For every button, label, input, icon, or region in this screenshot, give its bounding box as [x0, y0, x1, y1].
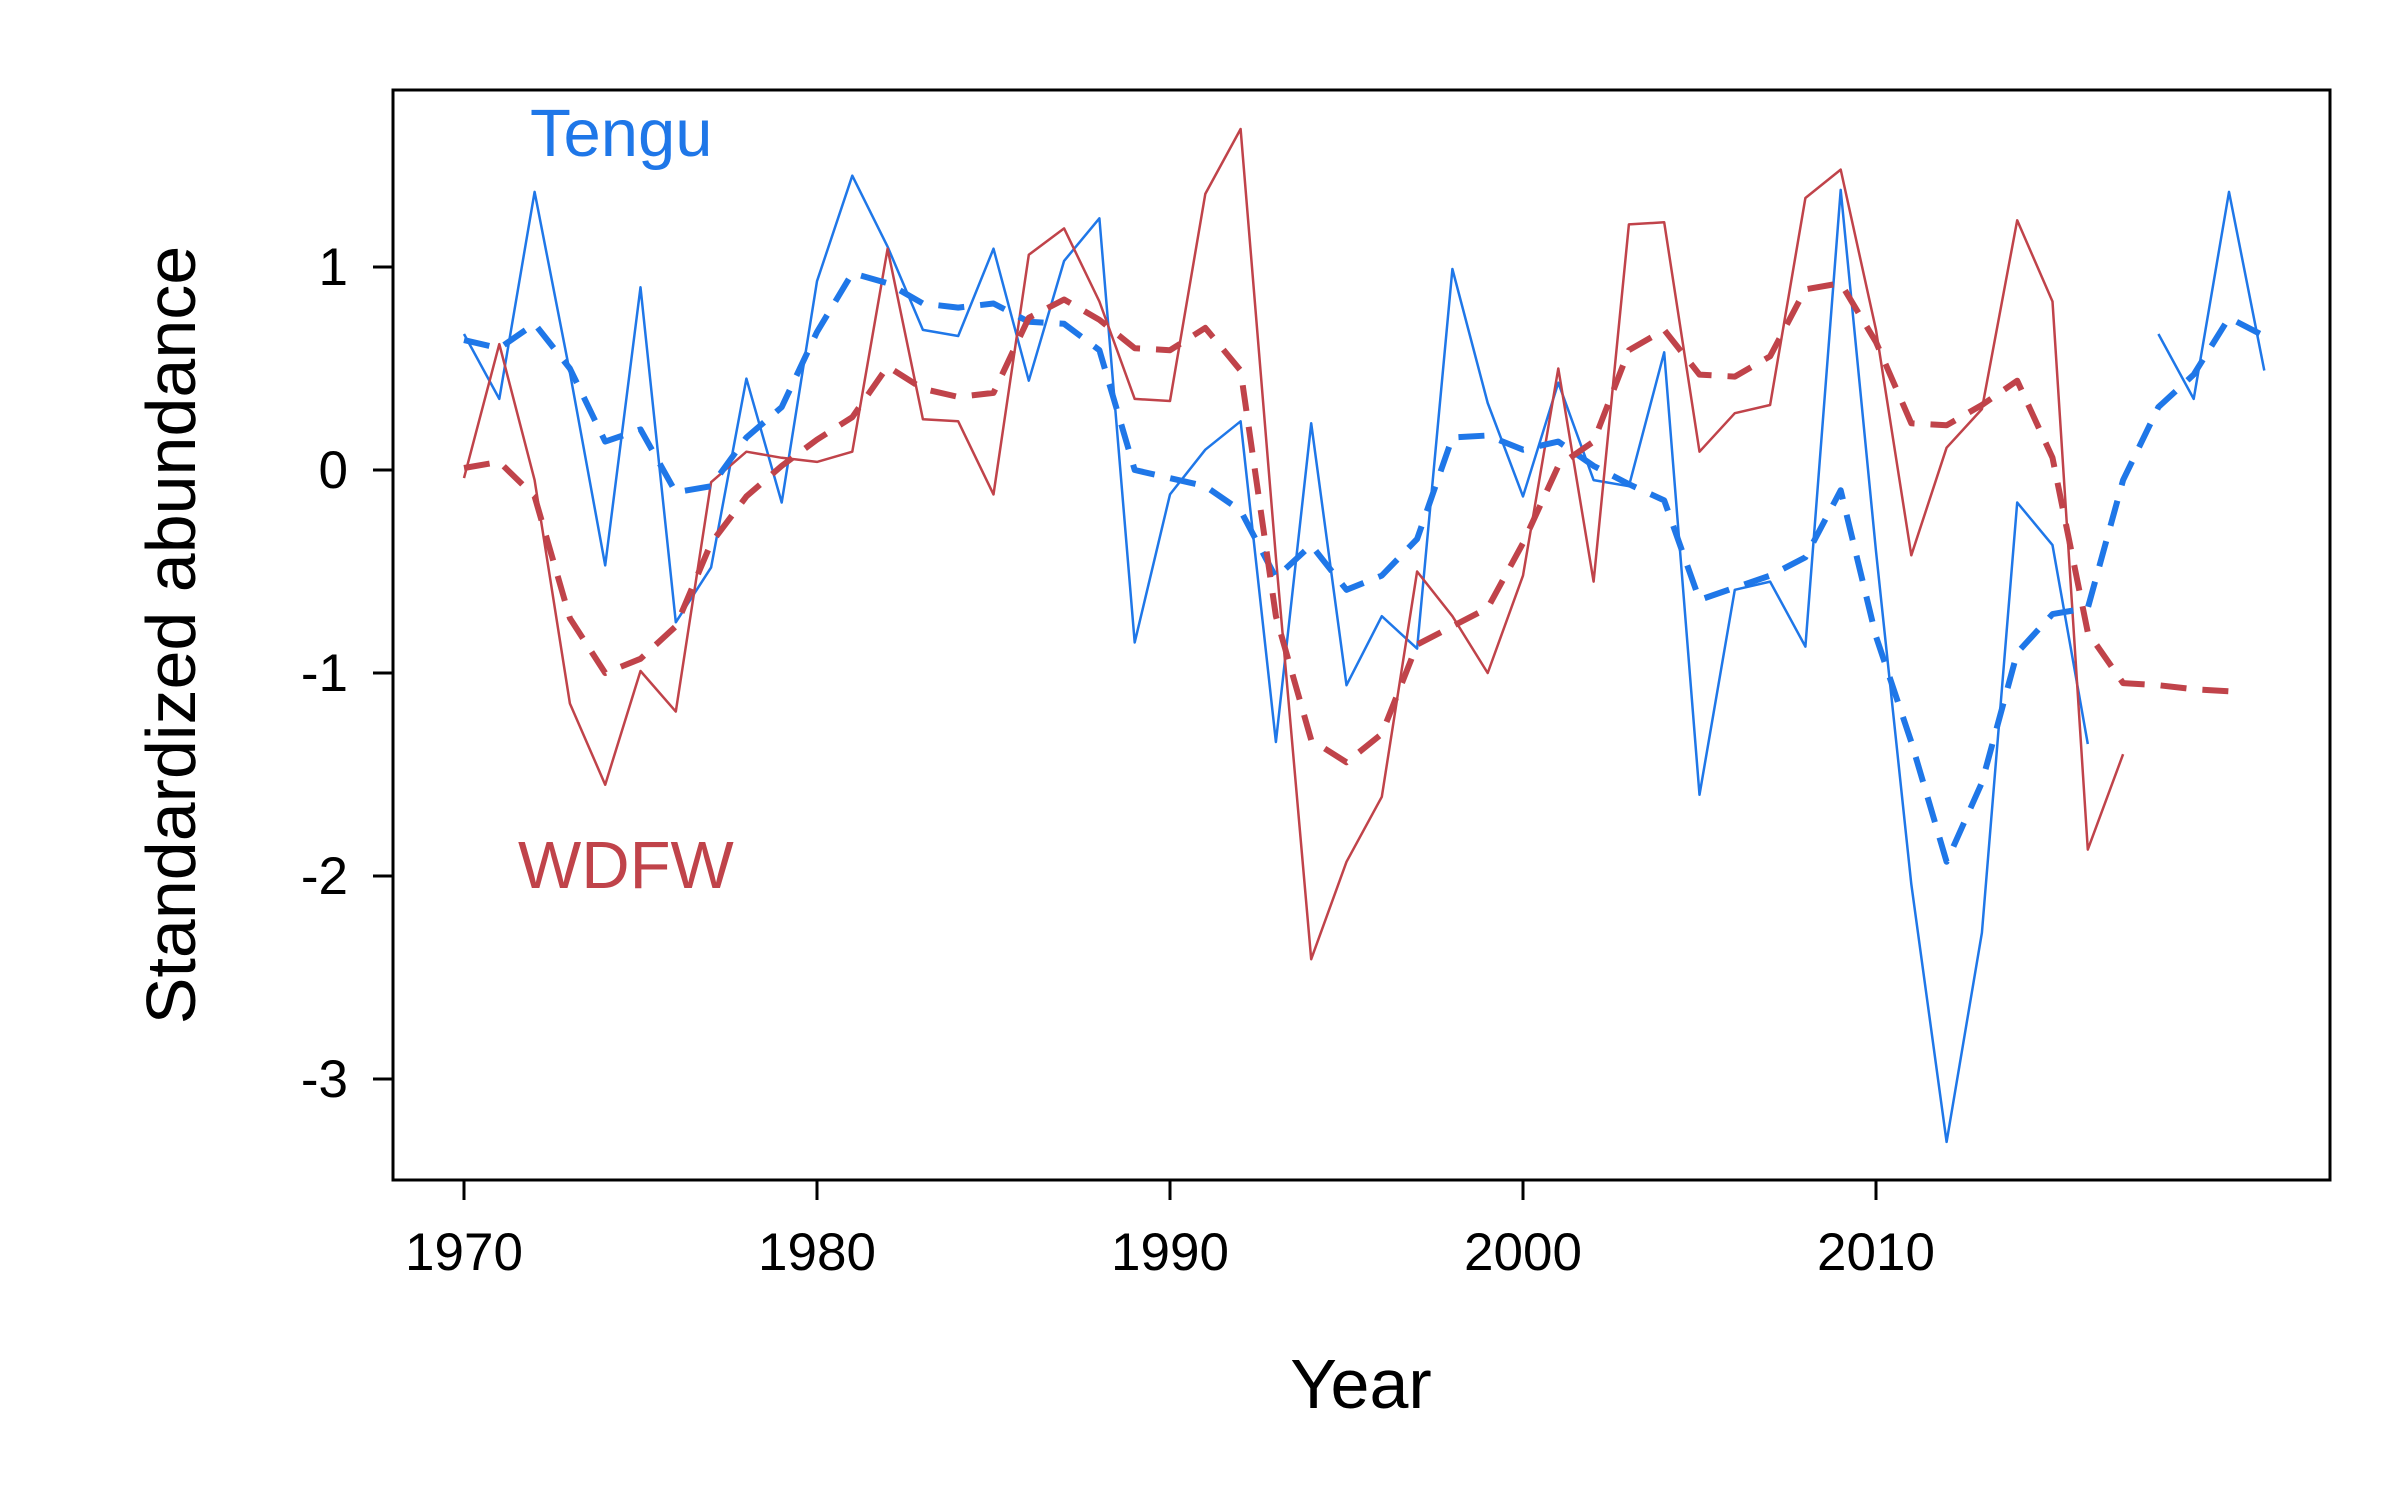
y-tick-label: 0: [319, 441, 348, 500]
x-tick-label: 2000: [1464, 1223, 1582, 1282]
x-tick-label: 1970: [405, 1223, 523, 1282]
y-tick-label: 1: [319, 238, 348, 297]
y-tick-label: -1: [301, 644, 348, 703]
tengu-series-label: Tengu: [530, 96, 713, 171]
x-axis-title: Year: [1290, 1345, 1431, 1423]
tengu-line: [2157, 190, 2266, 401]
y-axis-ticks: 1 0 -1 -2 -3: [301, 238, 393, 1109]
x-tick-label: 1990: [1111, 1223, 1229, 1282]
y-axis-title: Standardized abundance: [132, 246, 210, 1024]
series-layer: [462, 127, 2266, 1144]
y-tick-label: -2: [301, 847, 348, 906]
y-tick-label: -3: [301, 1050, 348, 1109]
wdfw-smoothed-line: [463, 280, 2230, 766]
wdfw-line: [462, 127, 2125, 961]
wdfw-series-label: WDFW: [518, 828, 735, 903]
x-tick-label: 2010: [1817, 1223, 1935, 1282]
plot-frame: [391, 88, 2332, 1182]
tengu-line: [462, 174, 2090, 1144]
x-axis-ticks: 1970 1980 1990 2000 2010: [405, 1180, 1935, 1282]
x-tick-label: 1980: [758, 1223, 876, 1282]
